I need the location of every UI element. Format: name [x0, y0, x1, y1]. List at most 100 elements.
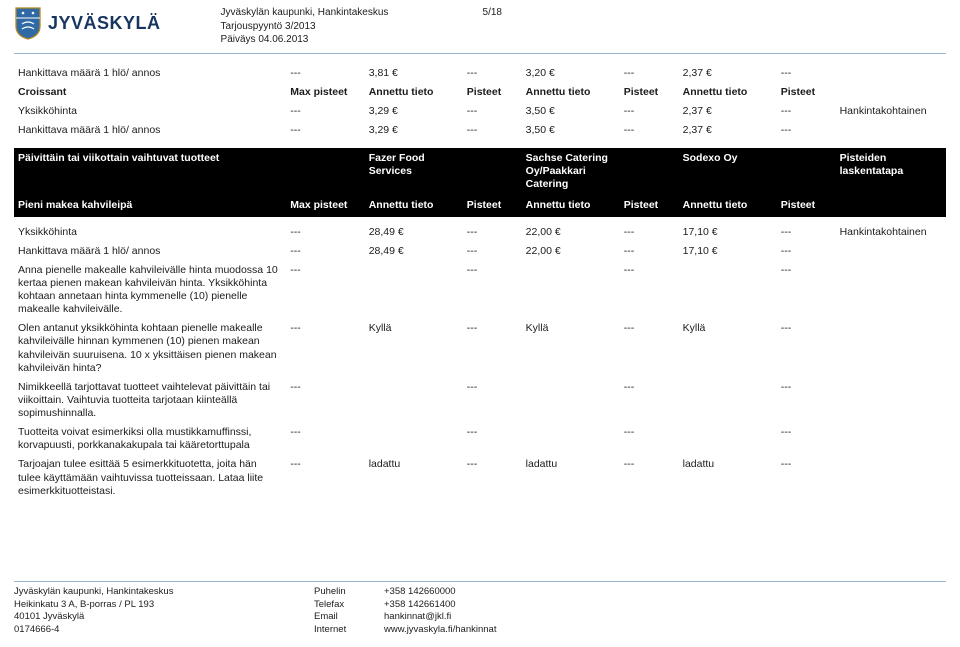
cell-p1: --- — [463, 223, 522, 242]
cell-v3: 17,10 € — [679, 223, 777, 242]
cell-v3: 2,37 € — [679, 64, 777, 83]
footer-values: +358 142660000 +358 142661400 hankinnat@… — [384, 586, 496, 637]
cell-v1: Annettu tieto — [365, 83, 463, 102]
footer-addr: Heikinkatu 3 A, B-porras / PL 193 — [14, 599, 314, 612]
cell-label: Anna pienelle makealle kahvileivälle hin… — [14, 261, 286, 320]
cell-v2: Kyllä — [522, 319, 620, 378]
footer-rule — [14, 581, 946, 582]
footer-fax-label: Telefax — [314, 599, 384, 612]
crest-icon — [14, 6, 42, 40]
table-row: Hankittava määrä 1 hlö/ annos---28,49 €-… — [14, 242, 946, 261]
cell-side: Hankintakohtainen — [836, 102, 946, 121]
cell-label: Hankittava määrä 1 hlö/ annos — [14, 242, 286, 261]
footer-tel: +358 142660000 — [384, 586, 496, 599]
section-col-2: Fazer Food Services — [365, 148, 463, 195]
sub-v1: Annettu tieto — [365, 195, 463, 216]
cell-p1: --- — [463, 455, 522, 500]
page-number: 5/18 — [483, 6, 502, 20]
cell-v1: ladattu — [365, 455, 463, 500]
header-rule — [14, 53, 946, 54]
table-row: Olen antanut yksikköhinta kohtaan pienel… — [14, 319, 946, 378]
cell-v1: 28,49 € — [365, 242, 463, 261]
footer-web: www.jyvaskyla.fi/hankinnat — [384, 624, 496, 637]
cell-v1 — [365, 378, 463, 423]
sub-p1: Pisteet — [463, 195, 522, 216]
section-col-0: Päivittäin tai viikottain vaihtuvat tuot… — [14, 148, 286, 195]
logo: JYVÄSKYLÄ — [14, 6, 161, 40]
cell-p3: --- — [777, 261, 836, 320]
sub-v3: Annettu tieto — [679, 195, 777, 216]
cell-p1: --- — [463, 378, 522, 423]
table-top: Hankittava määrä 1 hlö/ annos---3,81 €--… — [14, 64, 946, 141]
cell-v3: 2,37 € — [679, 121, 777, 140]
cell-p1: --- — [463, 242, 522, 261]
table-bottom: Päivittäin tai viikottain vaihtuvat tuot… — [14, 148, 946, 501]
cell-v3: 2,37 € — [679, 102, 777, 121]
cell-v3: Annettu tieto — [679, 83, 777, 102]
cell-v3: Kyllä — [679, 319, 777, 378]
cell-p2: --- — [620, 102, 679, 121]
footer-email-label: Email — [314, 611, 384, 624]
cell-p1: --- — [463, 121, 522, 140]
footer-fax: +358 142661400 — [384, 599, 496, 612]
cell-v2: 22,00 € — [522, 223, 620, 242]
sub-v2: Annettu tieto — [522, 195, 620, 216]
cell-max: --- — [286, 319, 364, 378]
cell-v3: ladattu — [679, 455, 777, 500]
cell-v2 — [522, 378, 620, 423]
table-row: Nimikkeellä tarjottavat tuotteet vaihtel… — [14, 378, 946, 423]
cell-p1: --- — [463, 423, 522, 455]
footer-code: 0174666-4 — [14, 624, 314, 637]
cell-max: --- — [286, 102, 364, 121]
cell-p3: Pisteet — [777, 83, 836, 102]
cell-p1: --- — [463, 261, 522, 320]
cell-p2: Pisteet — [620, 83, 679, 102]
cell-label: Tarjoajan tulee esittää 5 esimerkkituote… — [14, 455, 286, 500]
table-row: Yksikköhinta---3,29 €---3,50 €---2,37 €-… — [14, 102, 946, 121]
cell-side: Hankintakohtainen — [836, 223, 946, 242]
cell-v3 — [679, 423, 777, 455]
cell-p2: --- — [620, 423, 679, 455]
cell-label: Hankittava määrä 1 hlö/ annos — [14, 121, 286, 140]
cell-p2: --- — [620, 223, 679, 242]
doc-date: Päiväys 04.06.2013 — [221, 33, 502, 47]
doc-meta: Jyväskylän kaupunki, Hankintakeskus 5/18… — [221, 6, 502, 47]
cell-label: Olen antanut yksikköhinta kohtaan pienel… — [14, 319, 286, 378]
cell-max: --- — [286, 121, 364, 140]
cell-v3 — [679, 378, 777, 423]
cell-p2: --- — [620, 64, 679, 83]
cell-v1: Kyllä — [365, 319, 463, 378]
cell-p2: --- — [620, 261, 679, 320]
cell-label: Nimikkeellä tarjottavat tuotteet vaihtel… — [14, 378, 286, 423]
cell-v1: 28,49 € — [365, 223, 463, 242]
footer-city: 40101 Jyväskylä — [14, 611, 314, 624]
section-col-6: Sodexo Oy — [679, 148, 777, 195]
cell-max: --- — [286, 423, 364, 455]
cell-v2: 3,50 € — [522, 102, 620, 121]
footer-email: hankinnat@jkl.fi — [384, 611, 496, 624]
cell-p3: --- — [777, 102, 836, 121]
cell-side — [836, 319, 946, 378]
table-row: Hankittava määrä 1 hlö/ annos---3,29 €--… — [14, 121, 946, 140]
cell-side — [836, 83, 946, 102]
cell-p1: --- — [463, 319, 522, 378]
cell-p1: Pisteet — [463, 83, 522, 102]
cell-p3: --- — [777, 121, 836, 140]
cell-label: Yksikköhinta — [14, 223, 286, 242]
doc-ref: Tarjouspyyntö 3/2013 — [221, 20, 502, 34]
footer-tel-label: Puhelin — [314, 586, 384, 599]
cell-label: Croissant — [14, 83, 286, 102]
cell-p3: --- — [777, 423, 836, 455]
sub-label: Pieni makea kahvileipä — [14, 195, 286, 216]
cell-v3: 17,10 € — [679, 242, 777, 261]
footer-org: Jyväskylän kaupunki, Hankintakeskus — [14, 586, 314, 599]
cell-p3: --- — [777, 455, 836, 500]
cell-v1 — [365, 261, 463, 320]
table-row: Tuotteita voivat esimerkiksi olla mustik… — [14, 423, 946, 455]
cell-max: --- — [286, 455, 364, 500]
cell-max: --- — [286, 261, 364, 320]
cell-p3: --- — [777, 242, 836, 261]
cell-p2: --- — [620, 455, 679, 500]
table-row: Anna pienelle makealle kahvileivälle hin… — [14, 261, 946, 320]
cell-p1: --- — [463, 102, 522, 121]
